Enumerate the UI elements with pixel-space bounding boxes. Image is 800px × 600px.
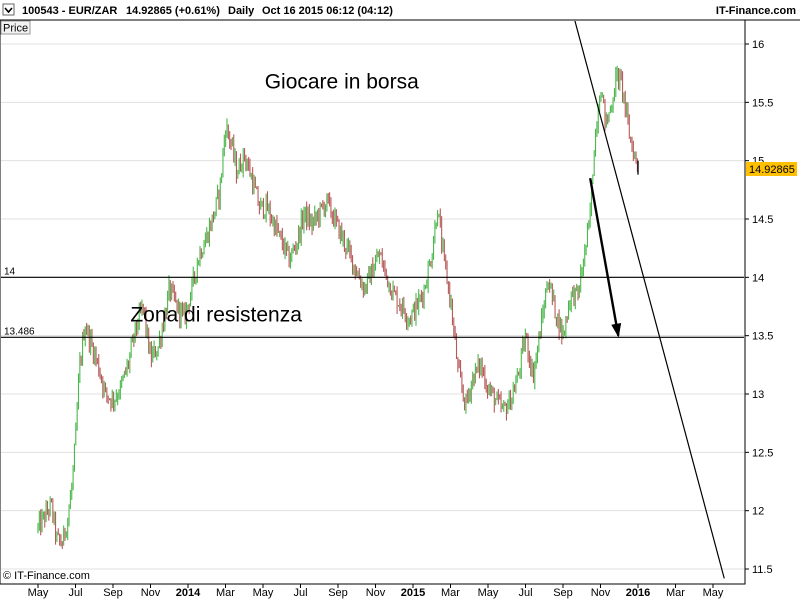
annotation-0: Giocare in borsa: [265, 70, 419, 93]
x-tick-label-9: Nov: [366, 587, 386, 599]
trendline-group: [574, 21, 725, 579]
copyright-label: © IT-Finance.com: [3, 570, 90, 582]
last-price-tag: [746, 161, 797, 176]
last-price-tag-label: 14.92865: [749, 164, 795, 176]
annotations: Giocare in borsa Zona di resistenza: [130, 70, 419, 326]
y-tick-label-4: 14: [752, 272, 764, 284]
annotation-1: Zona di resistenza: [130, 304, 302, 327]
x-tick-label-10: 2015: [401, 587, 425, 599]
x-tick-label-13: Jul: [518, 587, 532, 599]
x-tick-label-18: May: [703, 587, 724, 599]
x-tick-label-14: Sep: [553, 587, 573, 599]
resistance-levels: 14 13.486: [1, 266, 744, 338]
x-tick-label-8: Sep: [328, 587, 348, 599]
y-tick-label-9: 11.5: [752, 564, 773, 576]
x-tick-label-5: Mar: [216, 587, 235, 599]
timeframe-label: Daily: [228, 5, 255, 17]
forecast-arrow-shaft: [589, 177, 620, 336]
y-tick-label-6: 13: [752, 389, 764, 401]
x-tick-label-7: Jul: [293, 587, 307, 599]
symbol-label: 100543 - EUR/ZAR: [22, 5, 117, 17]
x-tick-label-16: 2016: [626, 587, 650, 599]
last-price-change: 14.92865 (+0.61%): [126, 5, 220, 17]
brand-label: IT-Finance.com: [716, 5, 796, 17]
x-tick-label-4: 2014: [176, 587, 201, 599]
y-tick-label-5: 13.5: [752, 331, 773, 343]
x-tick-label-1: Jul: [68, 587, 82, 599]
y-tick-label-3: 14.5: [752, 214, 773, 226]
x-tick-label-11: Mar: [441, 587, 460, 599]
x-tick-label-17: Mar: [666, 587, 685, 599]
level-label-1: 13.486: [4, 326, 35, 337]
trendline: [574, 21, 725, 579]
x-tick-label-3: Nov: [141, 587, 161, 599]
header-toggle-icon[interactable]: [2, 3, 15, 16]
x-tick-label-12: May: [478, 587, 499, 599]
y-tick-label-8: 12: [752, 506, 764, 518]
x-tick-label-15: Nov: [591, 587, 611, 599]
level-label-0: 14: [4, 266, 16, 277]
header-bar: [0, 0, 800, 20]
forecast-arrow-head: [611, 322, 622, 338]
plot-area: [0, 19, 746, 585]
x-axis-ticks: May Jul Sep Nov 2014 Mar May Jul Sep Nov 2015 Mar Ma…: [28, 584, 724, 599]
y-tick-label-7: 12.5: [752, 447, 773, 459]
y-tick-label-0: 16: [752, 39, 764, 51]
datetime-label: Oct 16 2015 06:12 (04:12): [262, 5, 393, 17]
price-tab[interactable]: [0, 20, 31, 35]
candles: [37, 65, 639, 549]
x-tick-label-6: May: [253, 587, 274, 599]
x-tick-label-2: Sep: [103, 587, 123, 599]
y-tick-label-1: 15.5: [752, 97, 773, 109]
x-tick-label-0: May: [28, 587, 49, 599]
price-tab-label: Price: [3, 23, 28, 35]
